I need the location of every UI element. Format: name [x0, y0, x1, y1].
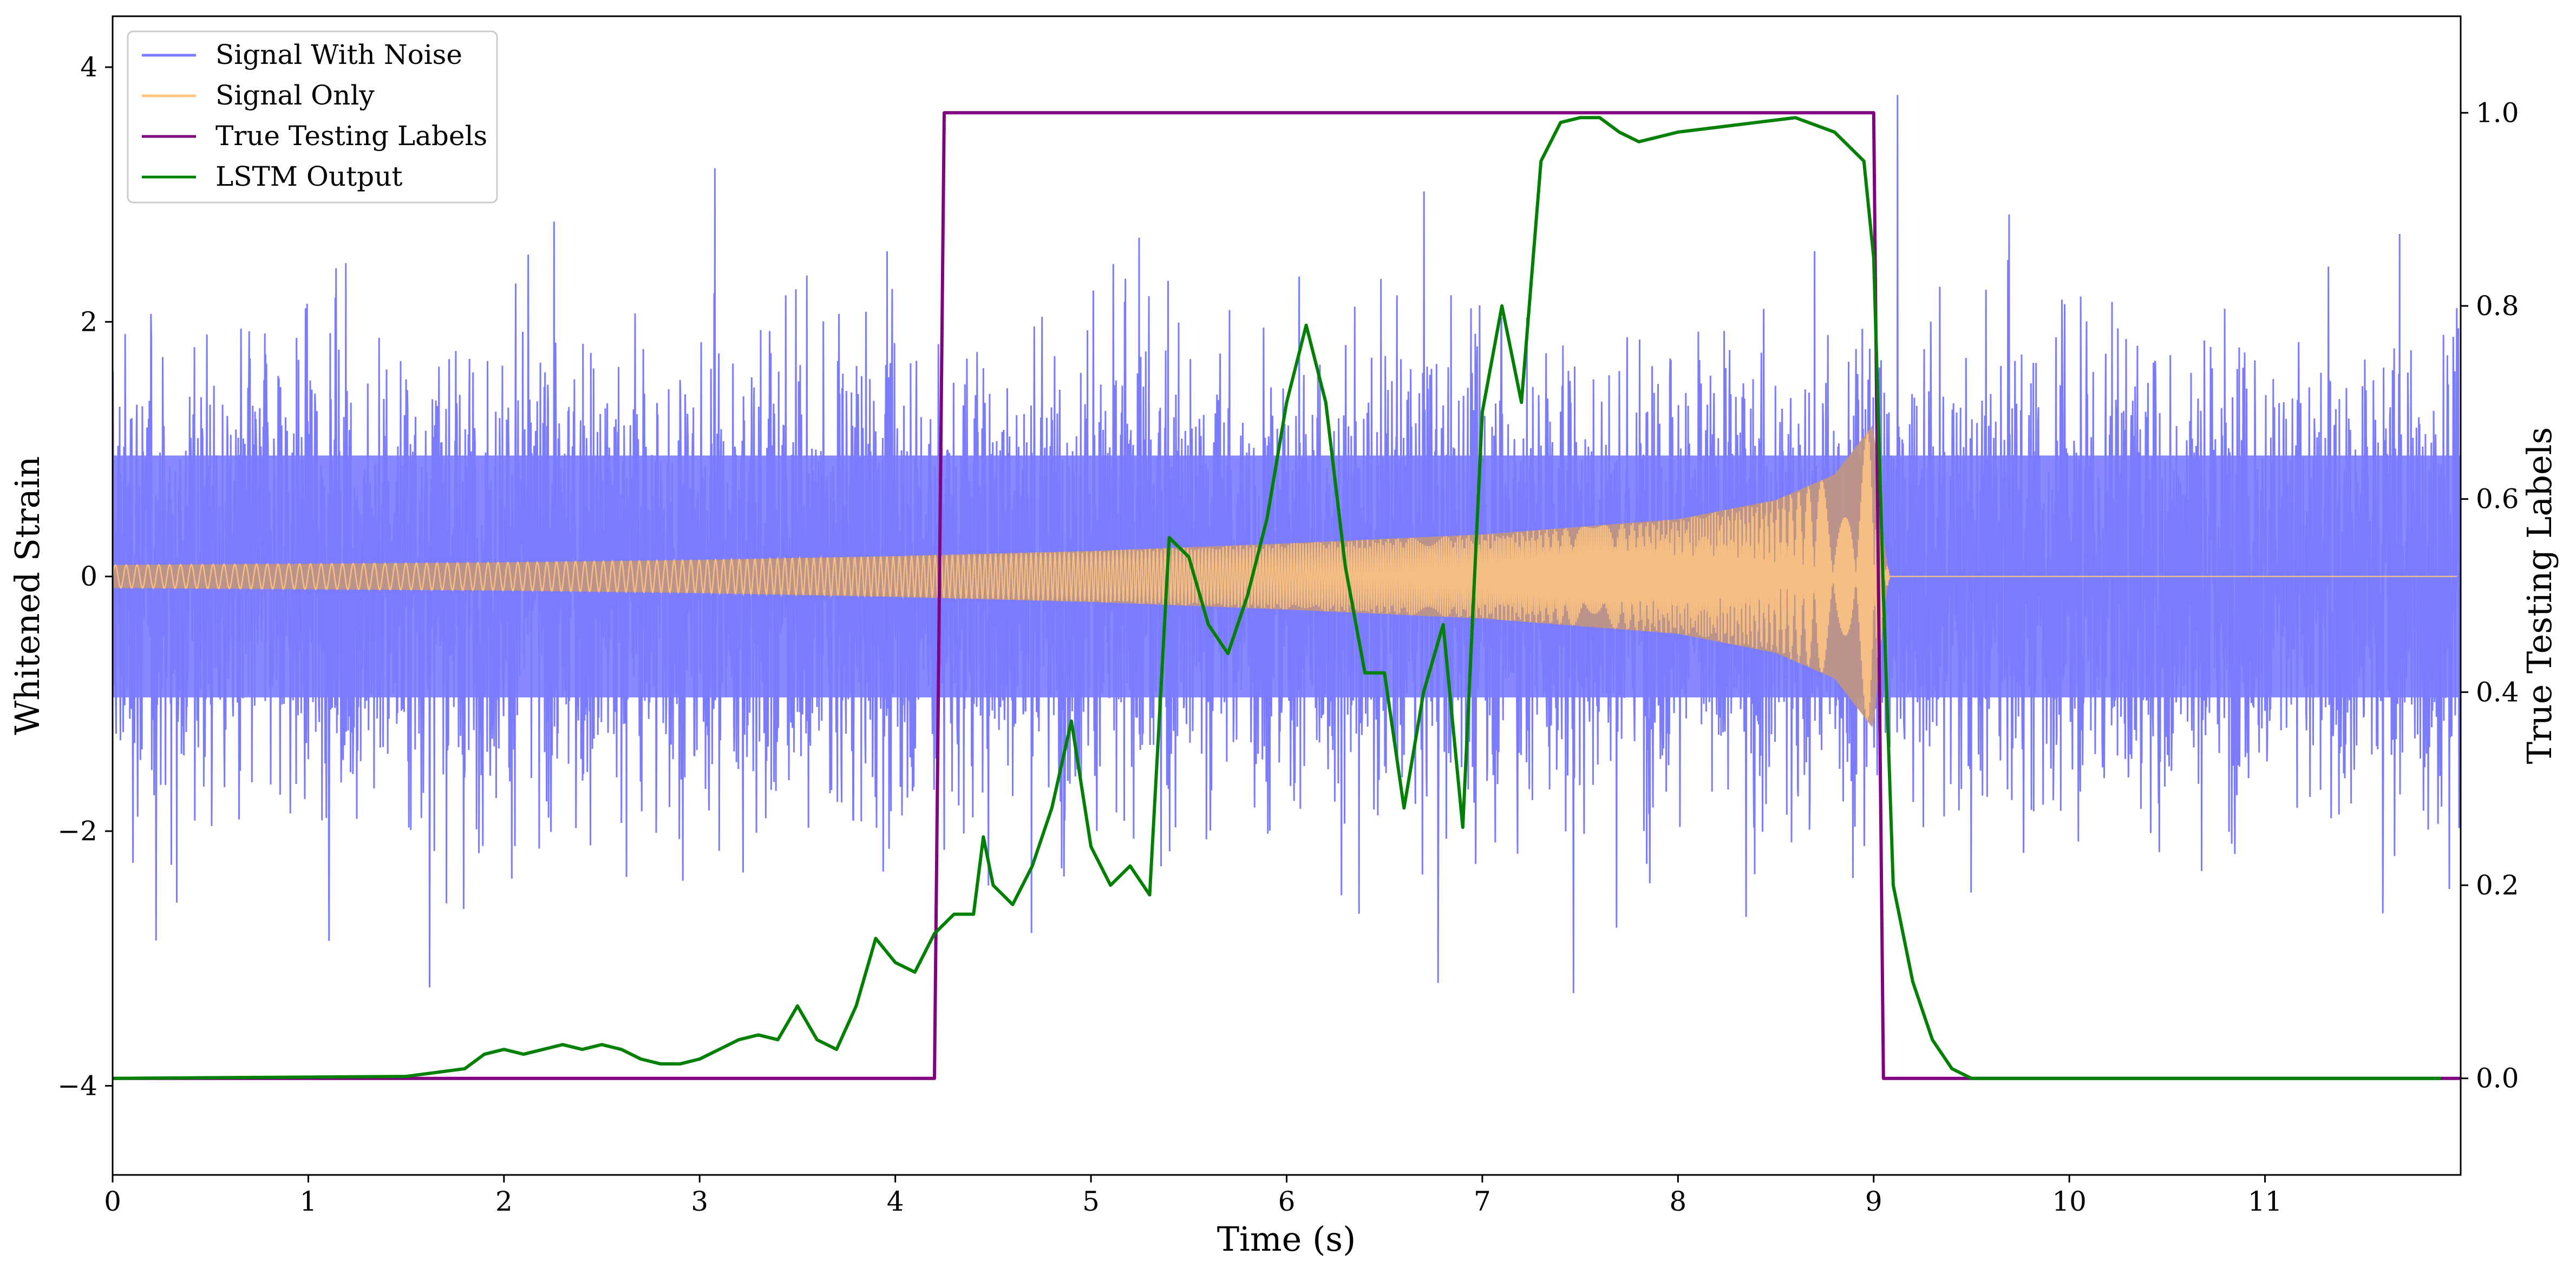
y-left-tick-label: 0 — [80, 561, 97, 592]
y-right-tick-label: 0.4 — [2476, 676, 2519, 708]
series-signal-only-envelope — [113, 425, 1893, 728]
y-left-tick-label: −2 — [57, 815, 97, 847]
legend: Signal With Noise Signal Only True Testi… — [127, 30, 498, 204]
y-right-tick-label: 0.0 — [2476, 1063, 2519, 1094]
legend-label-signal: Signal Only — [215, 80, 375, 111]
x-tick-label: 7 — [1474, 1186, 1491, 1217]
x-tick-label: 5 — [1082, 1186, 1100, 1217]
legend-label-labels: True Testing Labels — [215, 120, 487, 152]
x-tick-label: 3 — [691, 1186, 708, 1217]
y-right-tick-label: 0.8 — [2476, 290, 2519, 322]
y-axis-right-label: True Testing Labels — [2520, 427, 2559, 765]
y-right-tick-label: 0.6 — [2476, 484, 2519, 515]
legend-label-lstm: LSTM Output — [215, 161, 402, 192]
x-tick-label: 1 — [300, 1186, 317, 1217]
y-left-tick-label: 4 — [80, 51, 97, 83]
x-tick-label: 6 — [1278, 1186, 1296, 1217]
legend-label-noise: Signal With Noise — [215, 39, 462, 70]
y-axis-left-label: Whitened Strain — [8, 456, 47, 735]
x-tick-label: 2 — [495, 1186, 513, 1217]
y-left-tick-label: −4 — [57, 1070, 97, 1101]
y-right-tick-label: 0.2 — [2476, 870, 2519, 901]
y-axis-right: 0.0 0.2 0.4 0.6 0.8 1.0 — [2461, 97, 2519, 1094]
y-axis-left: −4 −2 0 2 4 — [57, 51, 113, 1101]
plot-area — [113, 95, 2461, 1080]
x-tick-label: 0 — [104, 1186, 121, 1217]
y-left-tick-label: 2 — [80, 306, 97, 337]
x-axis: 0 1 2 3 4 5 6 7 8 9 10 11 — [104, 1175, 2282, 1217]
legend-box — [127, 30, 498, 204]
x-tick-label: 10 — [2052, 1186, 2087, 1217]
x-tick-label: 8 — [1669, 1186, 1686, 1217]
y-right-tick-label: 1.0 — [2476, 97, 2519, 128]
series-signal-only — [113, 433, 2457, 721]
x-axis-label: Time (s) — [1217, 1219, 1356, 1259]
x-tick-label: 11 — [2248, 1186, 2283, 1217]
x-tick-label: 9 — [1865, 1186, 1882, 1217]
series-lstm-output — [113, 116, 2441, 1080]
x-tick-label: 4 — [887, 1186, 904, 1217]
